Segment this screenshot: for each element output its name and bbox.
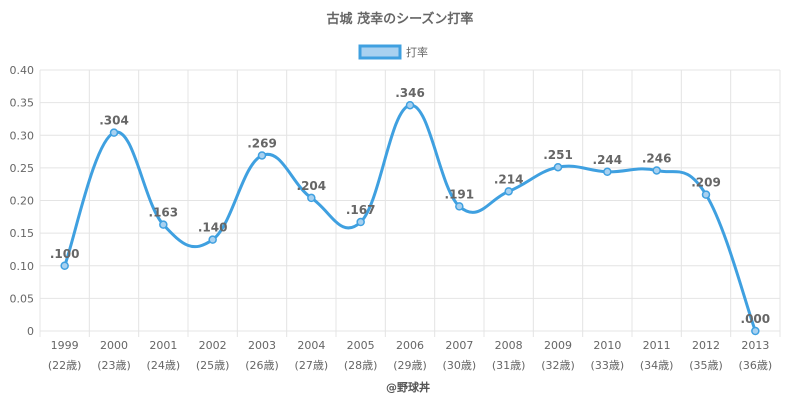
data-label: .204: [297, 179, 327, 193]
x-tick-sublabel: (32歳): [541, 359, 575, 372]
x-tick-label: 2007: [445, 339, 473, 352]
x-tick-label: 2005: [347, 339, 375, 352]
x-tick-label: 2000: [100, 339, 128, 352]
x-tick-sublabel: (25歳): [196, 359, 230, 372]
x-tick-label: 2013: [741, 339, 769, 352]
data-label: .214: [494, 172, 524, 186]
x-tick-sublabel: (31歳): [492, 359, 526, 372]
data-label: .140: [198, 221, 228, 235]
data-point[interactable]: [208, 235, 217, 244]
y-tick-label: 0.25: [10, 162, 35, 175]
footer-credit: @野球丼: [386, 380, 430, 394]
x-tick-label: 2008: [495, 339, 523, 352]
data-label: .191: [445, 187, 475, 201]
data-label: .167: [346, 203, 376, 217]
data-label: .269: [247, 136, 277, 150]
y-axis: 0 0.05 0.10 0.15 0.20 0.25 0.30 0.35 0.40: [10, 64, 35, 338]
data-labels: .100 .304 .163 .140 .269 .204 .167 .346 .191 .214…: [50, 86, 770, 326]
x-tick-sublabel: (30歳): [443, 359, 477, 372]
legend-swatch: [358, 44, 402, 60]
data-point[interactable]: [356, 217, 365, 227]
x-tick-sublabel: (29歳): [393, 359, 427, 372]
data-label: .209: [691, 176, 721, 190]
data-label: .163: [149, 206, 179, 220]
y-tick-label: 0.15: [10, 227, 35, 240]
x-tick-label: 2004: [297, 339, 325, 352]
y-tick-label: 0.40: [10, 64, 35, 77]
x-tick-sublabel: (24歳): [147, 359, 181, 372]
data-point[interactable]: [257, 151, 267, 160]
x-tick-label: 2001: [149, 339, 177, 352]
chart-title: 古城 茂幸のシーズン打率: [327, 11, 474, 27]
x-tick-sublabel: (35歳): [689, 359, 723, 372]
data-point[interactable]: [751, 326, 760, 336]
x-tick-sublabel: (26歳): [245, 359, 279, 372]
legend[interactable]: 打率: [358, 44, 428, 60]
data-point[interactable]: [701, 190, 711, 199]
data-point[interactable]: [553, 162, 563, 172]
data-label: .304: [99, 114, 129, 128]
y-tick-label: 0.35: [10, 97, 35, 110]
x-tick-label: 2003: [248, 339, 276, 352]
x-tick-sublabel: (34歳): [640, 359, 674, 372]
data-label: .346: [395, 86, 425, 100]
x-tick-sublabel: (33歳): [591, 359, 625, 372]
data-label: .251: [543, 148, 573, 162]
x-tick-label: 2002: [199, 339, 227, 352]
x-tick-label: 2006: [396, 339, 424, 352]
data-label: .100: [50, 247, 80, 261]
data-point[interactable]: [603, 167, 612, 177]
data-label: .246: [642, 151, 672, 165]
x-tick-label: 2010: [593, 339, 621, 352]
data-point[interactable]: [159, 220, 168, 229]
data-point[interactable]: [109, 128, 119, 137]
x-tick-sublabel: (28歳): [344, 359, 378, 372]
data-point[interactable]: [60, 261, 69, 270]
data-point[interactable]: [307, 193, 316, 203]
x-tick-label: 2011: [643, 339, 671, 352]
x-grid: [39, 70, 781, 337]
data-point[interactable]: [455, 202, 464, 211]
data-label: .244: [593, 153, 623, 167]
y-tick-label: 0.20: [10, 195, 35, 208]
x-tick-label: 2012: [692, 339, 720, 352]
data-point[interactable]: [652, 166, 661, 175]
x-tick-sublabel: (23歳): [97, 359, 131, 372]
y-tick-label: 0.10: [10, 260, 35, 273]
data-point[interactable]: [405, 100, 415, 110]
y-tick-label: 0.30: [10, 129, 35, 142]
x-tick-label: 1999: [51, 339, 79, 352]
x-tick-sublabel: (27歳): [295, 359, 329, 372]
legend-label: 打率: [406, 45, 428, 59]
x-tick-sublabel: (36歳): [739, 359, 773, 372]
x-tick-sublabel: (22歳): [48, 359, 82, 372]
x-axis: 1999 (22歳) 2000 (23歳) 2001 (24歳) 2002 (25歳) 2003…: [48, 339, 772, 372]
data-points: [60, 100, 760, 336]
data-label: .000: [741, 312, 771, 326]
y-tick-label: 0: [27, 325, 34, 338]
x-tick-label: 2009: [544, 339, 572, 352]
y-grid: [40, 69, 780, 332]
y-tick-label: 0.05: [10, 292, 35, 305]
data-point[interactable]: [504, 187, 513, 196]
